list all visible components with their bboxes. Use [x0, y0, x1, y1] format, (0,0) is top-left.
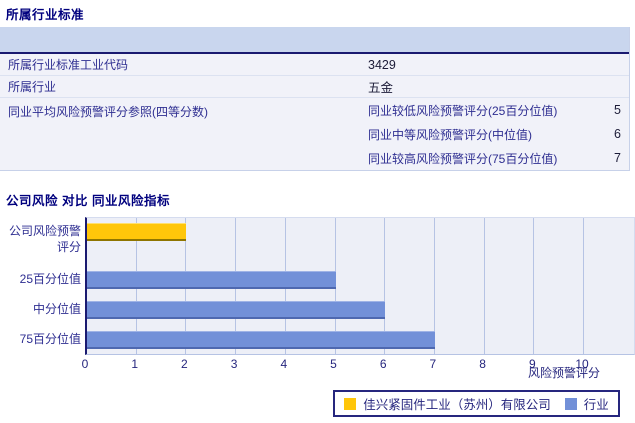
grid-line [433, 218, 435, 354]
x-tick-label: 10 [575, 357, 589, 371]
group-sub-rows: 同业较低风险预警评分(25百分位值) 5 同业中等风险预警评分(中位值) 6 同业较高风… [368, 98, 629, 170]
sub-row-label: 同业较高风险预警评分(75百分位值) [368, 151, 558, 166]
risk-compare-section-title: 公司风险 对比 同业风险指标 [6, 194, 170, 208]
x-tick-label: 6 [379, 357, 387, 371]
sub-row-label: 同业较低风险预警评分(25百分位值) [368, 103, 558, 118]
row-value: 3429 [368, 57, 396, 72]
group-sub-row: 同业较低风险预警评分(25百分位值) 5 [368, 98, 629, 122]
group-row-label: 同业平均风险预警评分参照(四等分数) [8, 105, 208, 119]
table-row: 所属行业 五金 [0, 76, 629, 98]
table-rows: 所属行业标准工业代码 3429 所属行业 五金 [0, 54, 629, 98]
table-header-band [0, 27, 629, 54]
grid-line [583, 218, 584, 354]
industry-score-bar [87, 271, 336, 289]
x-tick-label: 2 [181, 357, 188, 371]
y-axis-label: 75百分位值 [19, 332, 81, 346]
legend-label: 行业 [583, 398, 609, 412]
chart-plot-area [85, 217, 635, 355]
x-tick-label: 0 [81, 357, 89, 371]
x-tick-label: 9 [528, 357, 536, 371]
x-tick-label: 1 [131, 357, 139, 371]
legend-item: 行业 [564, 394, 609, 413]
group-sub-row: 同业中等风险预警评分(中位值) 6 [368, 122, 629, 146]
sub-row-value: 5 [614, 103, 621, 117]
table-row: 所属行业标准工业代码 3429 [0, 54, 629, 76]
group-sub-row: 同业较高风险预警评分(75百分位值) 7 [368, 146, 629, 170]
sub-row-value: 7 [614, 151, 621, 165]
grid-line [483, 218, 485, 354]
industry-standard-table: 所属行业标准工业代码 3429 所属行业 五金 同业平均风险预警评分参照(四等分数) … [0, 27, 630, 171]
grid-line [384, 218, 386, 354]
row-label: 所属行业标准工业代码 [8, 58, 129, 72]
grid-line [533, 218, 535, 354]
industry-score-bar [87, 331, 435, 349]
y-axis-label: 中分位值 [32, 302, 81, 316]
row-label: 所属行业 [8, 80, 57, 94]
legend-swatch-icon [344, 397, 357, 410]
peer-score-group-row: 同业平均风险预警评分参照(四等分数) 同业较低风险预警评分(25百分位值) 5 同业… [0, 98, 629, 170]
x-tick-label: 5 [330, 357, 337, 371]
legend-label: 佳兴紧固件工业（苏州）有限公司 [363, 398, 551, 412]
x-tick-label: 8 [479, 357, 486, 371]
x-tick-label: 4 [280, 357, 288, 371]
sub-row-value: 6 [614, 127, 621, 141]
industry-score-bar [87, 301, 386, 319]
y-axis-label: 公司风险预警评分 [8, 224, 81, 254]
company-score-bar [87, 223, 187, 241]
industry-standard-section-title: 所属行业标准 [6, 8, 85, 22]
x-tick-label: 7 [429, 357, 437, 371]
legend-item: 佳兴紧固件工业（苏州）有限公司 [344, 394, 551, 413]
sub-row-label: 同业中等风险预警评分(中位值) [368, 127, 532, 142]
legend-swatch-icon [564, 397, 577, 410]
y-axis-label: 25百分位值 [19, 272, 81, 286]
chart-legend: 佳兴紧固件工业（苏州）有限公司 行业 [333, 390, 620, 417]
x-tick-label: 3 [230, 357, 238, 371]
x-axis-title: 风险预警评分 [527, 366, 600, 380]
row-value: 五金 [368, 81, 394, 95]
